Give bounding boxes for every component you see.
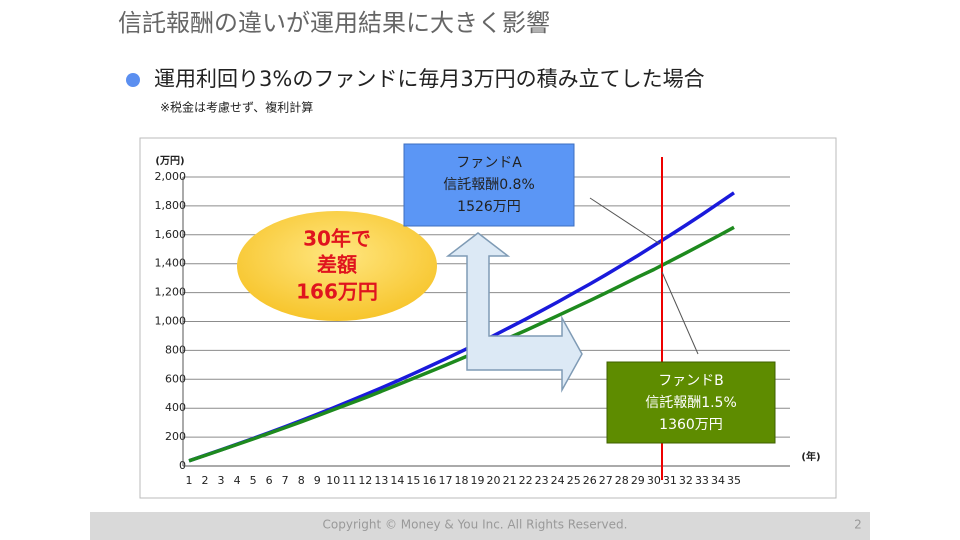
callout-b [606, 361, 776, 444]
x-tick-label: 11 [342, 474, 356, 487]
copyright: Copyright © Money & You Inc. All Rights … [323, 518, 628, 532]
x-tick-label: 10 [326, 474, 340, 487]
x-tick-label: 25 [567, 474, 581, 487]
x-tick-label: 15 [406, 474, 420, 487]
y-axis-title: (万円) [155, 155, 184, 167]
callout-text: 信託報酬1.5% [645, 395, 737, 411]
x-tick-label: 29 [631, 474, 645, 487]
page-number: 2 [854, 518, 862, 532]
x-tick-label: 21 [503, 474, 517, 487]
x-tick-label: 28 [615, 474, 629, 487]
badge-text: 166万円 [296, 280, 378, 304]
arrow [445, 232, 583, 393]
y-tick-label: 1,000 [155, 315, 187, 328]
x-tick-label: 3 [218, 474, 225, 487]
callout-a [403, 143, 575, 227]
bullet-text: 運用利回り3%のファンドに毎月3万円の積み立てした場合 [154, 67, 705, 91]
x-tick-label: 33 [695, 474, 709, 487]
y-tick-label: 1,200 [155, 286, 187, 299]
x-tick-label: 19 [471, 474, 485, 487]
x-tick-label: 18 [455, 474, 469, 487]
x-tick-label: 6 [266, 474, 273, 487]
bullet-dot [126, 73, 140, 87]
x-tick-label: 31 [663, 474, 677, 487]
callout-text: ファンドB [658, 373, 724, 389]
slide-title: 信託報酬の違いが運用結果に大きく影響 [118, 9, 550, 37]
x-tick-label: 12 [358, 474, 372, 487]
x-tick-label: 20 [487, 474, 501, 487]
y-tick-label: 600 [165, 372, 186, 385]
y-tick-label: 800 [165, 343, 186, 356]
y-tick-label: 2,000 [155, 170, 187, 183]
x-tick-label: 8 [298, 474, 305, 487]
callout-text: 1526万円 [457, 199, 521, 215]
difference-badge [237, 211, 437, 321]
x-tick-label: 30 [647, 474, 661, 487]
callout-text: 信託報酬0.8% [443, 177, 535, 193]
x-tick-label: 4 [234, 474, 241, 487]
x-tick-label: 24 [551, 474, 565, 487]
x-tick-label: 16 [422, 474, 436, 487]
x-tick-label: 13 [374, 474, 388, 487]
x-tick-label: 32 [679, 474, 693, 487]
series-line [188, 225, 735, 463]
x-tick-label: 9 [314, 474, 321, 487]
y-tick-label: 1,800 [155, 199, 187, 212]
callout-text: ファンドA [456, 155, 522, 171]
leader-line [589, 197, 661, 245]
y-tick-label: 200 [165, 430, 186, 443]
x-tick-label: 14 [390, 474, 404, 487]
footer-band [90, 512, 870, 540]
x-tick-label: 23 [535, 474, 549, 487]
note: ※税金は考慮せず、複利計算 [160, 100, 313, 115]
x-tick-label: 7 [282, 474, 289, 487]
leader-line [661, 271, 699, 355]
badge-text: 差額 [317, 253, 357, 277]
x-tick-label: 26 [583, 474, 597, 487]
x-tick-label: 34 [711, 474, 725, 487]
x-tick-label: 22 [519, 474, 533, 487]
x-tick-label: 5 [250, 474, 257, 487]
badge-text: 30年で [303, 227, 371, 251]
x-tick-label: 35 [727, 474, 741, 487]
x-tick-label: 17 [438, 474, 452, 487]
y-tick-label: 1,400 [155, 257, 187, 270]
callout-text: 1360万円 [659, 417, 723, 433]
y-tick-label: 1,600 [155, 228, 187, 241]
x-axis-title: (年) [801, 450, 820, 463]
x-tick-label: 27 [599, 474, 613, 487]
x-tick-label: 1 [186, 474, 193, 487]
x-tick-label: 2 [202, 474, 209, 487]
y-tick-label: 400 [165, 401, 186, 414]
